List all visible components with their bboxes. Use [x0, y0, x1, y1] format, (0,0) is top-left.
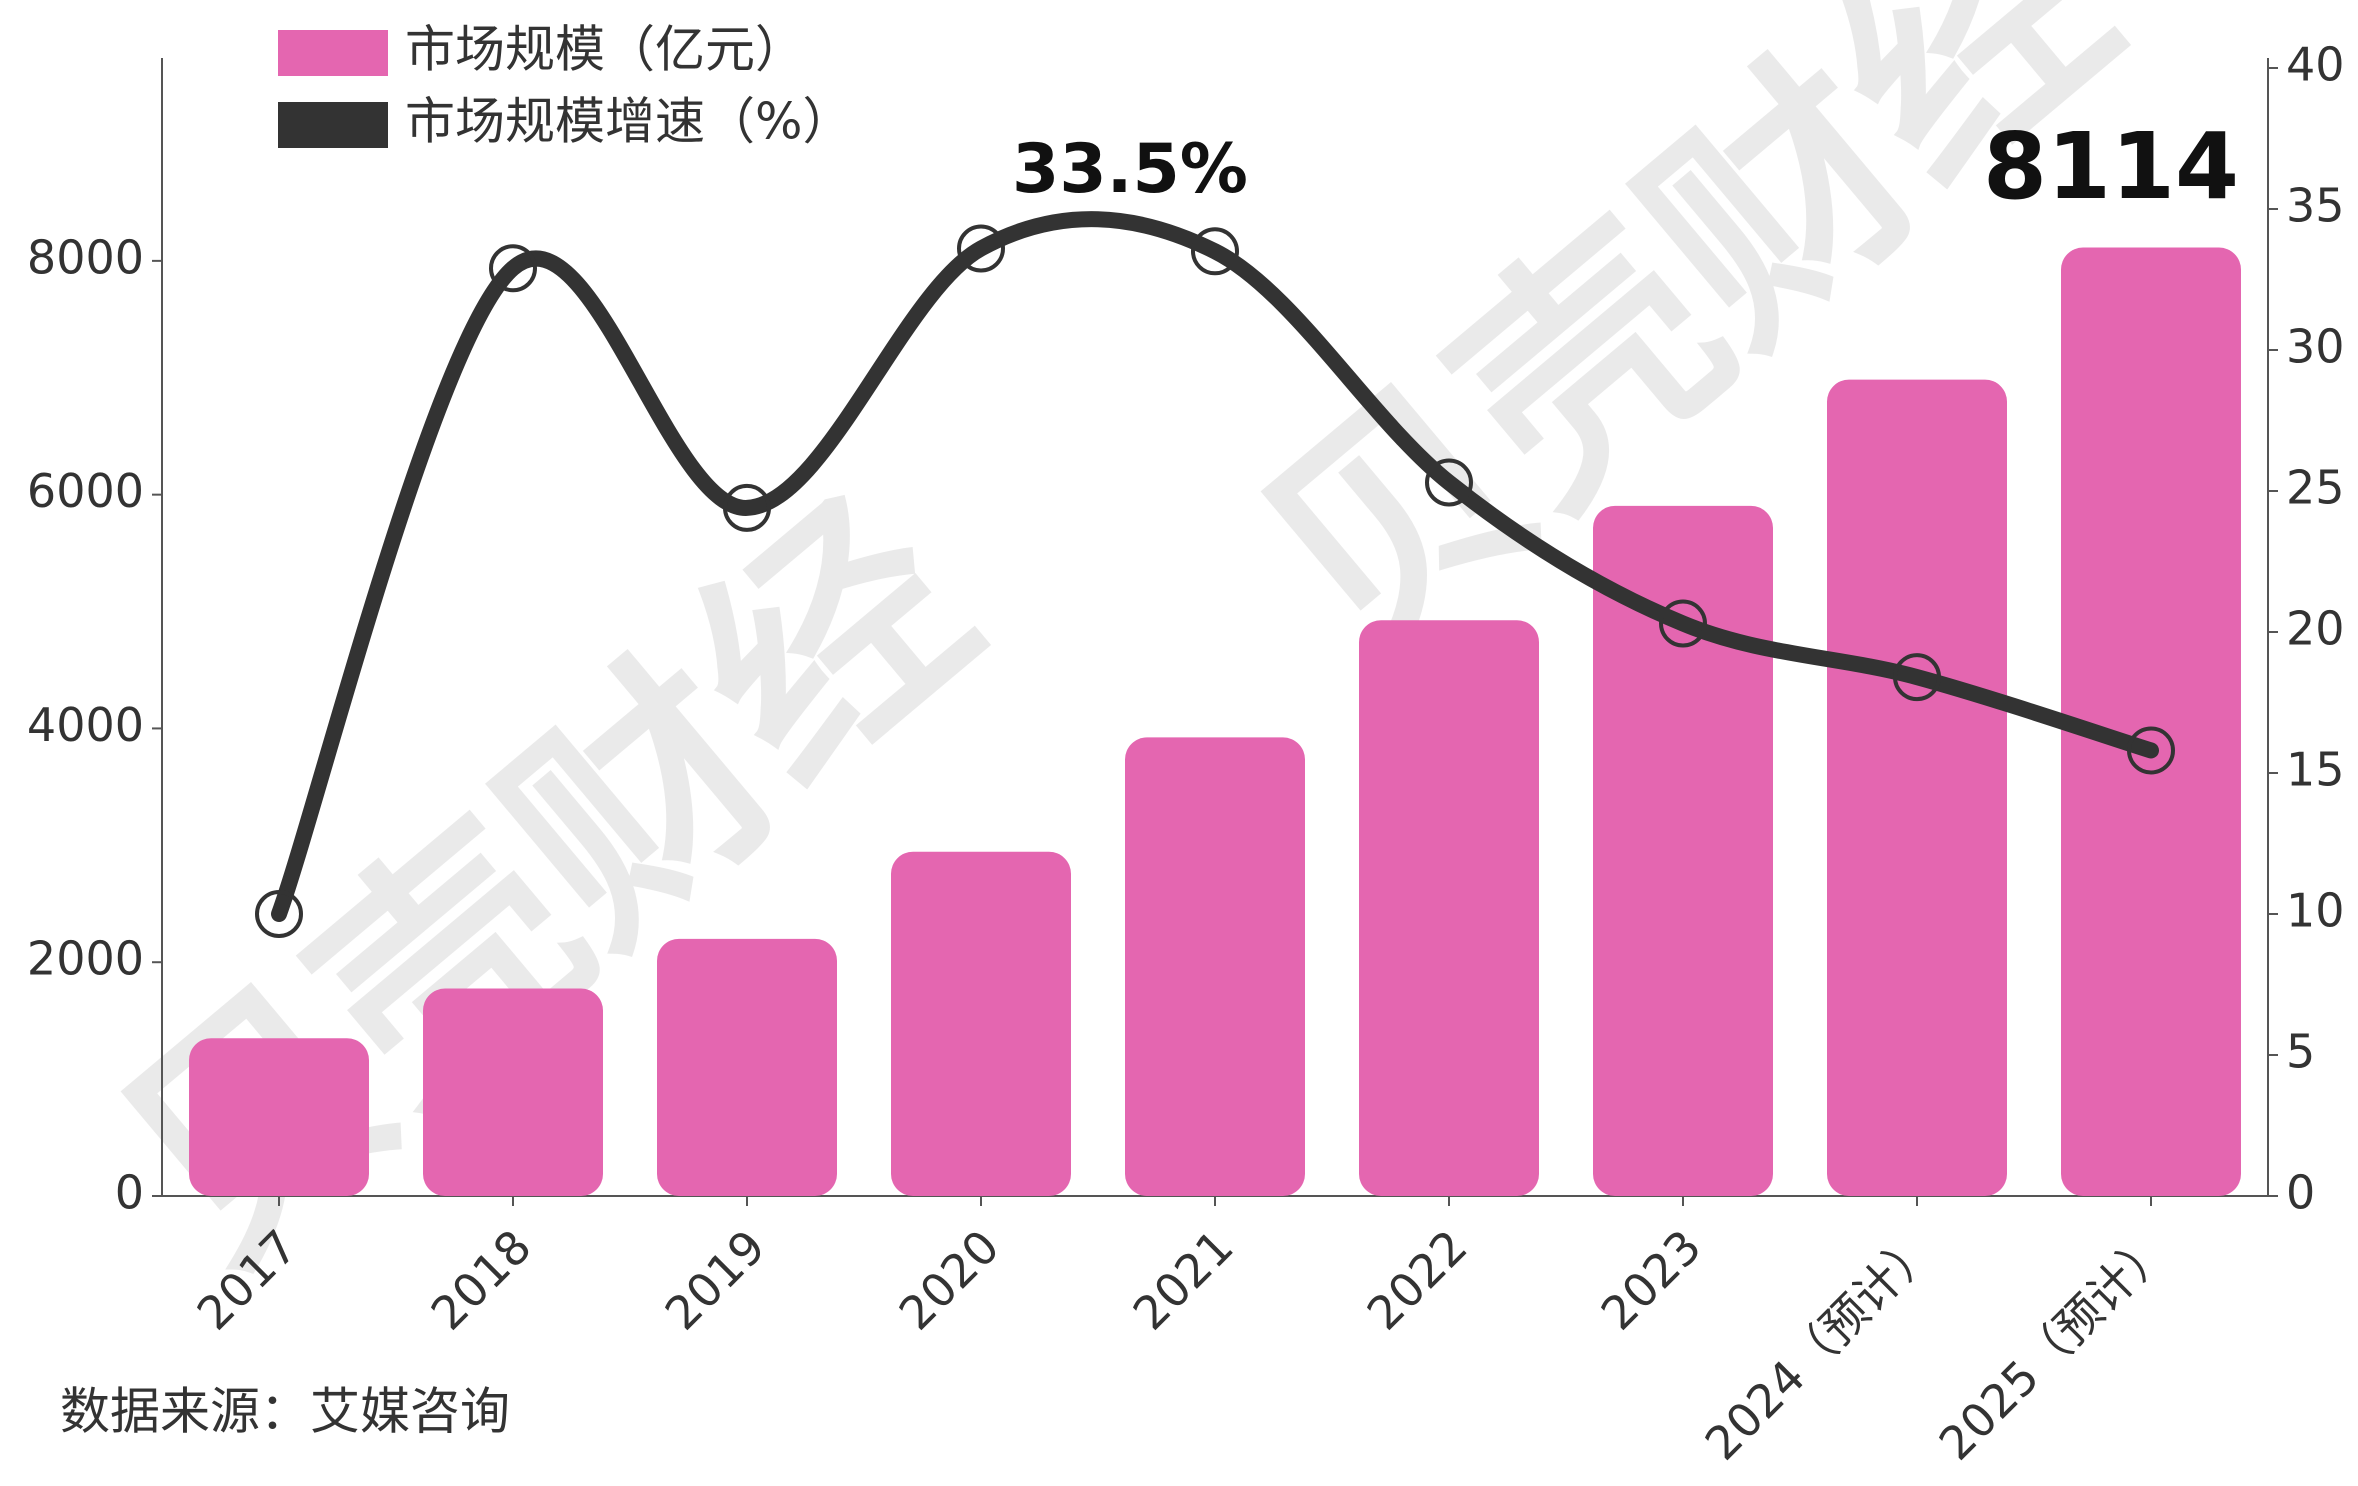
x-tick-label: 2023 [1591, 1219, 1712, 1340]
x-tick-label: 2022 [1357, 1219, 1478, 1340]
x-tick-label: 2020 [889, 1219, 1010, 1340]
legend-label: 市场规模（亿元） [405, 21, 805, 79]
line-marker [1425, 458, 1473, 507]
y2-tick-label: 0 [2286, 1166, 2315, 1220]
line-marker [1659, 599, 1707, 648]
x-tick-label: 2021 [1123, 1219, 1244, 1340]
bar [1593, 505, 1773, 1196]
legend-swatch [278, 102, 388, 148]
line-marker [1893, 653, 1941, 702]
line-marker [957, 224, 1005, 273]
y2-tick-label: 15 [2286, 743, 2345, 797]
bar [423, 988, 603, 1196]
x-tick-label: 2018 [421, 1219, 542, 1340]
bar [891, 851, 1071, 1196]
y-tick-label: 8000 [27, 230, 144, 284]
legend-swatch [278, 30, 388, 76]
bar [657, 938, 837, 1196]
bar [189, 1038, 369, 1196]
y2-tick-label: 30 [2286, 320, 2345, 374]
x-tick-label: 2025（预计） [1929, 1219, 2180, 1470]
line-marker [489, 244, 537, 293]
x-tick-label: 2019 [655, 1219, 776, 1340]
line-marker [255, 890, 303, 938]
legend-label: 市场规模增速（%） [405, 93, 853, 151]
source: 数据来源：艾媒咨询 [60, 1383, 510, 1441]
y2-tick-label: 10 [2286, 884, 2345, 938]
y-tick-label: 0 [115, 1166, 144, 1220]
line-marker [2127, 726, 2175, 775]
y2-tick-label: 5 [2286, 1025, 2315, 1079]
line-value-label: 33.5% [1012, 130, 1248, 209]
bar [2061, 247, 2241, 1197]
bar [1125, 737, 1305, 1196]
y2-tick-label: 40 [2286, 38, 2345, 92]
line [271, 211, 2159, 922]
bar-value-label: 8114 [1983, 113, 2239, 220]
y-tick-label: 4000 [27, 698, 144, 752]
y-tick-label: 6000 [27, 464, 144, 518]
x-tick-label: 2024（预计） [1695, 1219, 1946, 1470]
bar [1359, 620, 1539, 1196]
y2-tick-label: 35 [2286, 179, 2345, 233]
y-tick-label: 2000 [27, 932, 144, 986]
y2-tick-label: 20 [2286, 602, 2345, 656]
bar [1827, 379, 2007, 1196]
y2-tick-label: 25 [2286, 461, 2345, 515]
line-marker [723, 483, 771, 532]
line-marker [1191, 227, 1239, 276]
